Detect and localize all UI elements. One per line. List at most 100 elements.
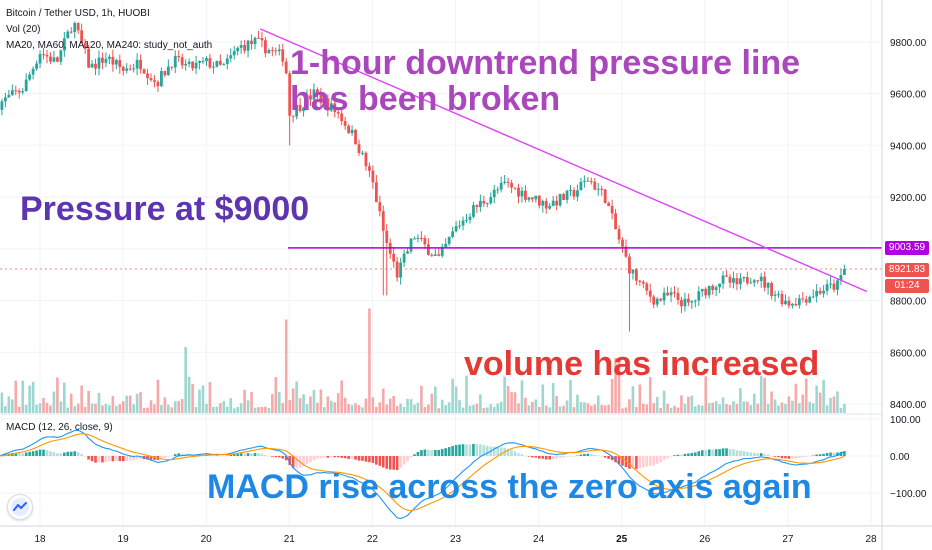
- volume-bar: [205, 403, 208, 413]
- candle-body: [295, 104, 299, 117]
- volume-bar: [194, 407, 198, 413]
- candle-body: [409, 238, 413, 252]
- volume-bar: [354, 403, 357, 413]
- macd-histogram-bar: [35, 450, 38, 456]
- volume-bar: [333, 402, 337, 413]
- candle-body: [250, 40, 253, 45]
- volume-bar: [746, 401, 749, 413]
- macd-line: [0, 429, 845, 520]
- candle-body: [260, 37, 264, 41]
- candle-body: [489, 197, 493, 204]
- macd-tick-label: 0.00: [890, 452, 910, 463]
- macd-histogram-bar: [472, 443, 475, 456]
- candle-body: [586, 180, 590, 182]
- macd-legend[interactable]: MACD (12, 26, close, 9): [6, 422, 113, 433]
- volume-bar: [347, 403, 350, 413]
- macd-histogram-bar: [714, 449, 718, 456]
- candle-body: [704, 288, 708, 296]
- candle-body: [763, 276, 767, 288]
- candle-body: [541, 200, 545, 206]
- candle-body: [361, 152, 364, 154]
- macd-histogram-bar: [59, 453, 63, 456]
- macd-histogram-bar: [836, 452, 839, 456]
- volume-bar: [125, 395, 129, 413]
- macd-histogram-bar: [843, 451, 846, 456]
- macd-histogram-bar: [444, 448, 447, 456]
- macd-histogram-bar: [707, 449, 711, 456]
- candle-body: [87, 48, 90, 68]
- volume-bar: [593, 404, 597, 413]
- candle-body: [101, 57, 104, 63]
- moving-average-legend[interactable]: MA20, MA60, MA120, MA240: study_not_auth: [6, 40, 213, 51]
- macd-histogram-bar: [427, 449, 430, 456]
- candle-body: [576, 190, 579, 197]
- candle-body: [621, 239, 624, 247]
- candle-body: [170, 66, 174, 68]
- volume-bar: [700, 405, 704, 413]
- macd-histogram-bar: [565, 456, 569, 457]
- volume-bar: [603, 405, 607, 413]
- volume-bar: [392, 395, 395, 413]
- candle-body: [215, 60, 219, 67]
- macd-histogram-bar: [319, 456, 323, 459]
- macd-histogram-bar: [66, 451, 70, 456]
- volume-bar: [80, 385, 83, 413]
- macd-histogram-bar: [271, 456, 274, 457]
- candle-body: [173, 55, 177, 68]
- candle-body: [669, 292, 673, 296]
- macd-histogram-bar: [818, 454, 822, 456]
- candle-body: [267, 50, 271, 54]
- volume-bar: [7, 396, 11, 413]
- candle-body: [406, 251, 409, 254]
- volume-bar: [680, 395, 683, 413]
- macd-histogram-bar: [815, 454, 818, 456]
- macd-histogram-bar: [732, 449, 735, 456]
- macd-histogram-bar: [746, 451, 749, 456]
- volume-bar: [399, 403, 402, 413]
- candle-body: [475, 205, 479, 208]
- volume-bar: [121, 401, 125, 413]
- candle-body: [749, 282, 753, 284]
- macd-histogram-bar: [375, 456, 378, 465]
- volume-bar: [534, 399, 538, 413]
- candle-body: [565, 190, 569, 200]
- macd-histogram-bar: [173, 454, 177, 456]
- macd-histogram-bar: [24, 452, 28, 456]
- macd-histogram-bar: [128, 456, 132, 461]
- candle-body: [385, 230, 389, 243]
- candle-body: [232, 51, 236, 56]
- macd-histogram-bar: [645, 456, 649, 467]
- volume-bar: [607, 404, 610, 413]
- macd-histogram-bar: [371, 456, 375, 463]
- macd-histogram-bar: [329, 456, 333, 458]
- candle-body: [721, 275, 725, 284]
- macd-histogram-bar: [83, 456, 87, 457]
- candle-body: [444, 243, 448, 248]
- volume-bar: [697, 404, 701, 413]
- symbol-legend[interactable]: Bitcoin / Tether USD, 1h, HUOBI: [6, 8, 150, 19]
- macd-histogram-bar: [177, 453, 181, 456]
- macd-histogram-bar: [628, 456, 631, 469]
- candle-body: [329, 103, 333, 111]
- macd-histogram-bar: [465, 444, 468, 456]
- candle-body: [125, 68, 129, 71]
- volume-bar: [711, 402, 714, 413]
- macd-histogram-bar: [801, 456, 805, 458]
- volume-bar: [260, 406, 264, 413]
- tradingview-logo-icon[interactable]: [7, 494, 33, 520]
- volume-bar: [555, 395, 558, 413]
- macd-histogram-bar: [21, 453, 25, 456]
- volume-bar: [714, 401, 718, 413]
- macd-histogram-bar: [527, 456, 531, 457]
- candle-body: [187, 61, 191, 64]
- candle-body: [707, 285, 711, 296]
- macd-histogram-bar: [406, 456, 409, 462]
- candle-body: [270, 50, 274, 52]
- candle-body: [212, 66, 215, 68]
- volume-bar: [780, 402, 784, 413]
- candle-body: [149, 78, 153, 81]
- volume-bar: [794, 383, 798, 413]
- macd-histogram-bar: [264, 455, 267, 456]
- volume-bar: [385, 404, 389, 413]
- volume-legend[interactable]: Vol (20): [6, 24, 41, 35]
